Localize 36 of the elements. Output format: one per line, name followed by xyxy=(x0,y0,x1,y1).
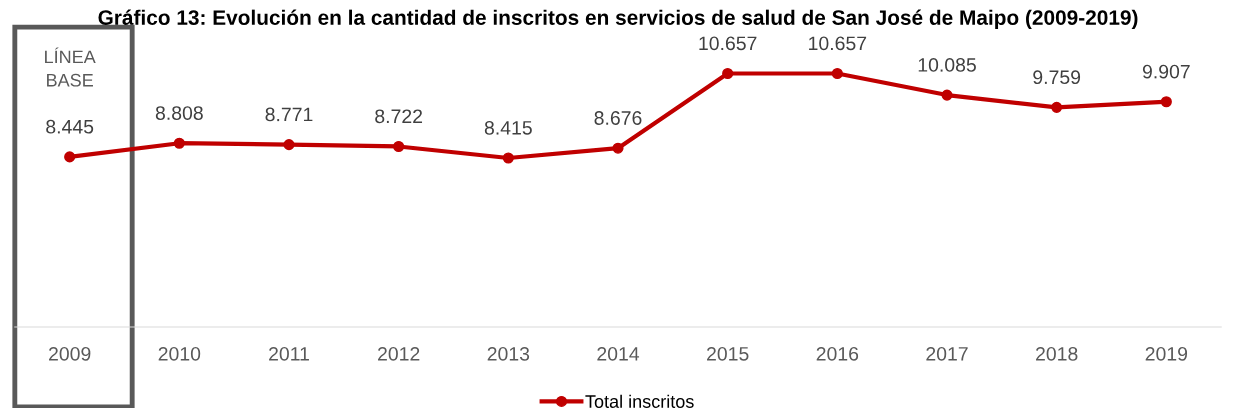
point xyxy=(502,152,514,164)
x-tick-label: 2010 xyxy=(158,346,201,361)
point xyxy=(1051,101,1063,113)
point xyxy=(831,67,843,80)
point xyxy=(941,89,953,101)
x-tick-label: 2013 xyxy=(487,346,530,361)
data-label: 10.657 xyxy=(809,36,867,51)
x-tick-label: 2015 xyxy=(707,346,749,361)
data-label: 8.415 xyxy=(484,120,532,135)
x-tick-label: 2016 xyxy=(816,346,859,361)
chart-title: Gráfico 13: Evolución en la cantidad de inscritos en servicios de salud de San José de Maipo (2009-2019) xyxy=(98,9,1138,30)
point xyxy=(722,67,734,80)
data-label: 9.907 xyxy=(1142,64,1190,79)
x-tick-label: 2018 xyxy=(1036,346,1078,361)
point xyxy=(283,139,295,151)
data-label: 8.771 xyxy=(265,107,313,122)
data-label: 8.445 xyxy=(46,119,94,134)
x-tick-label: 2017 xyxy=(926,346,968,361)
x-tick-label: 2009 xyxy=(49,346,91,361)
x-tick-label: 2011 xyxy=(269,346,309,361)
legend-label: Total inscritos xyxy=(585,394,694,408)
point xyxy=(393,140,405,153)
x-tick-label: 2012 xyxy=(378,346,420,361)
annotation: LÍNEA BASE xyxy=(45,47,96,87)
point xyxy=(64,151,76,163)
data-label: 9.759 xyxy=(1033,70,1081,85)
data-label: 10.657 xyxy=(699,36,757,51)
data-label: 8.676 xyxy=(594,111,642,125)
point xyxy=(173,137,185,149)
data-label: 8.722 xyxy=(375,109,423,124)
x-tick-label: 2019 xyxy=(1145,346,1188,361)
data-label: 10.085 xyxy=(918,58,976,72)
x-tick-label: 2014 xyxy=(597,346,640,361)
point xyxy=(612,142,624,154)
data-label: 8.808 xyxy=(155,106,203,120)
point xyxy=(1160,96,1172,108)
